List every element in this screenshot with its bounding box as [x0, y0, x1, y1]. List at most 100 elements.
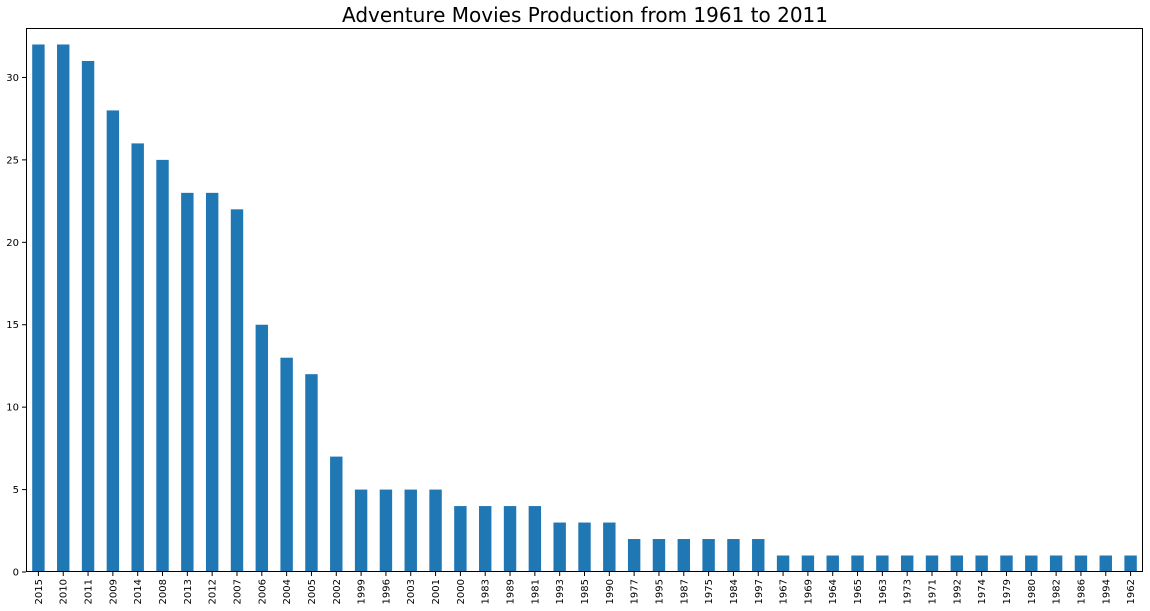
x-tick-label: 1994: [1101, 579, 1112, 604]
x-tick-label: 1984: [729, 579, 740, 604]
bar-1983: [479, 506, 492, 572]
bars-group: [32, 44, 1137, 573]
x-tick-label: 2004: [282, 579, 293, 604]
x-tick-label: 1992: [952, 579, 963, 604]
x-tick-label: 1999: [357, 579, 368, 604]
x-tick-label: 2008: [158, 579, 169, 604]
x-tick-label: 1982: [1052, 579, 1063, 604]
bar-1987: [677, 539, 690, 572]
bar-1969: [801, 555, 815, 572]
bar-1974: [975, 555, 988, 572]
bar-1982: [1049, 555, 1063, 572]
bar-2002: [330, 456, 343, 572]
bar-1993: [553, 522, 566, 572]
bar-1989: [503, 506, 517, 572]
x-tick-label: 1979: [1002, 579, 1013, 604]
bar-1986: [1074, 555, 1088, 572]
x-tick-label: 1967: [779, 579, 790, 604]
bar-2011: [81, 60, 95, 572]
bar-2001: [429, 489, 442, 572]
plot-frame: [26, 28, 1143, 572]
y-tick-label: 10: [6, 403, 19, 414]
x-tick-label: 1969: [803, 579, 814, 604]
bar-2007: [230, 209, 244, 573]
bar-1980: [1025, 555, 1038, 572]
bar-2004: [280, 357, 293, 572]
x-tick-label: 2006: [257, 579, 268, 604]
bar-1975: [702, 539, 715, 572]
y-tick-label: 15: [6, 320, 19, 331]
x-tick-label: 1980: [1027, 579, 1038, 604]
bar-1973: [900, 555, 914, 572]
x-tick-label: 1995: [654, 579, 665, 604]
bar-1985: [578, 522, 591, 572]
x-tick-label: 1983: [481, 579, 492, 604]
x-tick-label: 2001: [431, 579, 442, 604]
x-tick-label: 1986: [1076, 579, 1087, 604]
x-tick-label: 1977: [630, 579, 641, 604]
x-tick-label: 1974: [977, 579, 988, 604]
bar-1967: [776, 555, 790, 572]
bar-1964: [826, 555, 839, 572]
y-tick-label: 25: [6, 155, 19, 166]
x-tick-label: 1990: [605, 579, 616, 604]
bar-2006: [255, 324, 269, 572]
bar-1981: [528, 506, 542, 572]
x-tick-label: 2009: [108, 579, 119, 604]
x-tick-label: 2015: [34, 579, 45, 604]
bar-2008: [156, 159, 169, 572]
x-tick-label: 1965: [853, 579, 864, 604]
bar-2013: [181, 192, 194, 572]
x-tick-label: 2003: [406, 579, 417, 604]
bar-2014: [131, 143, 144, 573]
x-tick-label: 1989: [506, 579, 517, 604]
x-tick-label: 2014: [133, 579, 144, 604]
bar-2003: [404, 489, 417, 572]
x-tick-label: 1962: [1126, 579, 1137, 604]
bar-1995: [652, 539, 666, 572]
x-tick-label: 1981: [530, 579, 541, 604]
x-tick-label: 2012: [208, 579, 219, 604]
x-tick-label: 1993: [555, 579, 566, 604]
y-tick-label: 20: [6, 238, 19, 249]
bar-2012: [205, 192, 219, 572]
x-tick-label: 2000: [456, 579, 467, 604]
x-tick-label: 1985: [580, 579, 591, 604]
bar-1997: [752, 539, 765, 572]
x-tick-label: 1971: [928, 579, 939, 604]
y-axis: 0 5 10 15 20 25 30: [6, 73, 26, 579]
x-tick-label: 1987: [679, 579, 690, 604]
bar-1994: [1099, 555, 1112, 572]
bar-2009: [106, 110, 120, 572]
bar-1996: [379, 489, 393, 572]
x-axis: 2015 2010 2011 2009 2014 2008 2013 2012 2007 2006…: [34, 572, 1137, 604]
bar-2005: [305, 374, 318, 572]
x-tick-label: 1975: [704, 579, 715, 604]
bar-1992: [950, 555, 964, 572]
bar-1971: [925, 555, 939, 572]
chart-title: Adventure Movies Production from 1961 to…: [342, 3, 828, 27]
x-tick-label: 1963: [878, 579, 889, 604]
bar-1984: [727, 539, 740, 572]
bar-1990: [603, 522, 616, 572]
bar-2000: [454, 506, 467, 572]
x-tick-label: 2010: [59, 579, 70, 604]
bar-1979: [1000, 555, 1013, 572]
x-tick-label: 1964: [828, 579, 839, 604]
bar-2010: [57, 44, 70, 572]
bar-1977: [627, 539, 641, 572]
bar-1999: [354, 489, 368, 572]
bar-1963: [876, 555, 889, 572]
x-tick-label: 2005: [307, 579, 318, 604]
x-tick-label: 2002: [332, 579, 343, 604]
y-tick-label: 30: [6, 73, 19, 84]
x-tick-label: 1996: [381, 579, 392, 604]
x-tick-label: 2007: [232, 579, 243, 604]
x-tick-label: 2013: [183, 579, 194, 604]
x-tick-label: 1997: [754, 579, 765, 604]
x-tick-label: 2011: [84, 579, 95, 604]
bar-2015: [32, 44, 45, 572]
y-tick-label: 0: [13, 568, 19, 579]
bar-1965: [851, 555, 864, 572]
